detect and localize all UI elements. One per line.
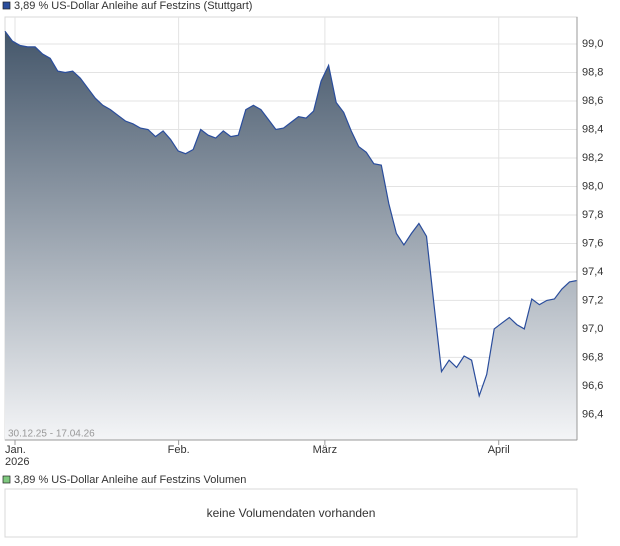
volume-swatch	[2, 475, 11, 484]
y-tick-label: 96,4	[582, 408, 603, 420]
y-tick-label: 98,8	[582, 66, 603, 78]
y-tick-label: 97,4	[582, 266, 603, 278]
y-tick-label: 98,6	[582, 95, 603, 107]
legend-label: 3,89 % US-Dollar Anleihe auf Festzins (S…	[14, 0, 252, 12]
line	[4, 30, 578, 399]
y-tick-label: 98,0	[582, 180, 603, 192]
x-tick-label: April	[488, 444, 510, 456]
y-tick-label: 97,0	[582, 323, 603, 335]
volume-panel	[4, 488, 578, 538]
x-tick-label: Jan.	[5, 444, 26, 456]
y-tick-label: 97,6	[582, 237, 603, 249]
y-tick-label: 98,2	[582, 152, 603, 164]
volume-message: keine Volumendaten vorhanden	[207, 506, 376, 520]
volume-legend: 3,89 % US-Dollar Anleihe auf Festzins Vo…	[14, 474, 246, 486]
y-tick-label: 98,4	[582, 123, 603, 135]
y-tick-label: 99,0	[582, 38, 603, 50]
x-year-label: 2026	[5, 456, 29, 468]
y-tick-label: 96,8	[582, 351, 603, 363]
date-range: 30.12.25 - 17.04.26	[8, 429, 95, 440]
y-tick-label: 96,6	[582, 380, 603, 392]
x-tick-label: März	[313, 444, 337, 456]
y-tick-label: 97,2	[582, 294, 603, 306]
area	[5, 31, 577, 440]
plot-area	[4, 17, 578, 440]
legend-swatch	[2, 1, 11, 10]
y-tick-label: 97,8	[582, 209, 603, 221]
x-tick-label: Feb.	[168, 444, 190, 456]
